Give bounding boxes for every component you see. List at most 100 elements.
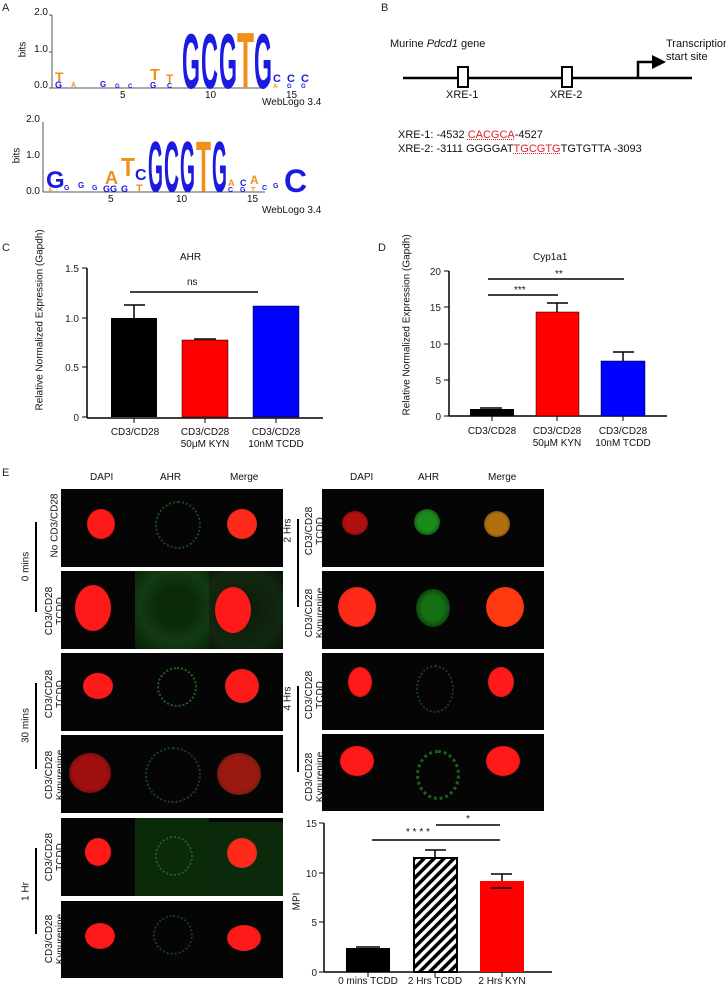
svg-text:G: G: [46, 167, 65, 194]
xtick-label: 2 Hrs KYN: [478, 976, 526, 987]
svg-text:10: 10: [306, 869, 318, 880]
xre2-seq-prefix: XRE-2: -3111 GGGGAT: [398, 143, 514, 155]
col-header-merge: Merge: [230, 472, 259, 483]
micrograph-row: [61, 489, 283, 567]
xtick-line: CD3/CD28: [532, 426, 582, 437]
svg-text:T: T: [237, 16, 254, 100]
micrograph-row: [322, 653, 544, 730]
row-label-line: CD3/CD28: [44, 832, 55, 882]
panel-d-cyp1a1-chart: Cyp1a1 Relative Normalized Expression (G…: [370, 225, 726, 449]
svg-text:C: C: [262, 185, 267, 192]
dapi-nucleus: [87, 509, 115, 539]
tss-arrow-stem: [636, 60, 655, 78]
logo1-ytick: 0.0: [34, 80, 48, 91]
panel-a-sequence-logos: T G A G G C T G T C G C G T G C A C G C …: [0, 0, 370, 217]
col-header-ahr: AHR: [418, 472, 440, 483]
xtick-label: 2 Hrs TCDD: [407, 976, 463, 987]
xtick-line: CD3/CD28: [598, 426, 648, 437]
svg-text:T: T: [136, 183, 143, 195]
group-bracket: [297, 519, 299, 607]
col-header-dapi: DAPI: [350, 472, 374, 483]
merge-signal: [227, 509, 257, 539]
row-label-line: No CD3/CD28: [49, 493, 61, 558]
svg-text:5: 5: [311, 918, 317, 929]
row-label: CD3/CD28 Kynurenine: [304, 578, 326, 648]
micrograph-row: [61, 818, 283, 896]
xtick-line: CD3/CD28: [180, 427, 230, 438]
row-label-line: CD3/CD28: [304, 670, 315, 720]
cyp1a1-bars: 20 15 10 5 0: [430, 267, 667, 423]
row-label-line: CD3/CD28: [304, 588, 315, 638]
xre1-box: [457, 66, 469, 88]
svg-text:T: T: [150, 67, 160, 84]
row-label-line: Kynurenine: [55, 749, 66, 801]
micrograph-row: [61, 653, 283, 731]
panel-label-a: A: [2, 2, 10, 14]
logo1-ytick: 2.0: [34, 7, 48, 18]
row-label-line: TCDD: [55, 843, 66, 871]
svg-text:T: T: [166, 72, 174, 86]
svg-text:C: C: [164, 128, 179, 200]
panel-label-e: E: [2, 467, 10, 479]
svg-text:0: 0: [311, 968, 317, 979]
svg-text:G: G: [64, 185, 70, 192]
row-label-line: CD3/CD28: [304, 752, 315, 802]
row-label-line: TCDD: [315, 681, 326, 709]
svg-text:C: C: [135, 167, 147, 184]
svg-text:T: T: [121, 152, 135, 182]
xtick-line: CD3/CD28: [251, 427, 301, 438]
svg-text:G: G: [78, 181, 84, 190]
svg-text:G: G: [301, 84, 306, 90]
svg-text:A: A: [105, 168, 118, 188]
svg-text:20: 20: [430, 267, 442, 278]
row-label-line: CD3/CD28: [44, 750, 55, 800]
row-label-line: CD3/CD28: [44, 669, 55, 719]
row-label: CD3/CD28 Kynurenine: [44, 740, 66, 810]
logo2-ylabel: bits: [11, 147, 23, 164]
svg-text:C: C: [201, 17, 218, 100]
row-label-line: Kynurenine: [315, 587, 326, 639]
logo2-ytick: 1.0: [26, 150, 40, 161]
xtick-label: CD3/CD28 50μM KYN: [522, 426, 592, 450]
group-bracket: [35, 683, 37, 769]
tss-label-line1: Transcription: [666, 38, 726, 50]
xre1-label: XRE-1: [446, 89, 479, 101]
svg-text:C: C: [167, 83, 172, 90]
row-label-line: Kynurenine: [55, 913, 66, 965]
xre1-motif: CACGCA: [467, 129, 515, 141]
svg-text:G: G: [212, 128, 227, 200]
logo1-xtick: 15: [286, 90, 298, 101]
logo2-ytick: 0.0: [26, 186, 40, 197]
micrograph-row: [322, 734, 544, 811]
svg-text:A: A: [273, 84, 278, 90]
row-label: No CD3/CD28: [50, 491, 61, 561]
xtick-line: 10nM TCDD: [595, 438, 651, 449]
logo2-xtick: 5: [108, 194, 114, 205]
xtick-label: CD3/CD28: [100, 427, 170, 439]
svg-text:C: C: [287, 73, 295, 85]
xtick-label: CD3/CD28 10nM TCDD: [587, 426, 659, 450]
xtick-line: 50μM KYN: [180, 439, 230, 450]
sequence-logo-1: T G A G G C T G T C G C G T G C A C G C …: [49, 14, 309, 100]
svg-text:G: G: [55, 80, 62, 90]
row-label-line: Kynurenine: [315, 751, 326, 803]
bar-tcdd: [252, 305, 300, 418]
chart-title: AHR: [180, 252, 202, 263]
row-label-line: TCDD: [55, 597, 66, 625]
svg-text:A: A: [71, 82, 76, 89]
row-label-line: CD3/CD28: [304, 506, 315, 556]
micrograph-row: [322, 571, 544, 649]
xre2-box: [561, 66, 573, 88]
tss-arrow-head: [652, 55, 666, 69]
svg-text:G: G: [150, 81, 156, 90]
group-bracket: [35, 848, 37, 934]
xtick-label: CD3/CD28 50μM KYN: [170, 427, 240, 451]
bar-cd3cd28: [111, 318, 157, 417]
sig-label-ns: ns: [187, 277, 198, 288]
logo1-xtick: 5: [120, 90, 126, 101]
bar-kyn: [181, 339, 229, 418]
svg-text:GG: GG: [103, 184, 117, 194]
row-label-line: CD3/CD28: [44, 914, 55, 964]
tss-label-line2: start site: [666, 51, 708, 63]
xtick-label: CD3/CD28 10nM TCDD: [240, 427, 312, 451]
